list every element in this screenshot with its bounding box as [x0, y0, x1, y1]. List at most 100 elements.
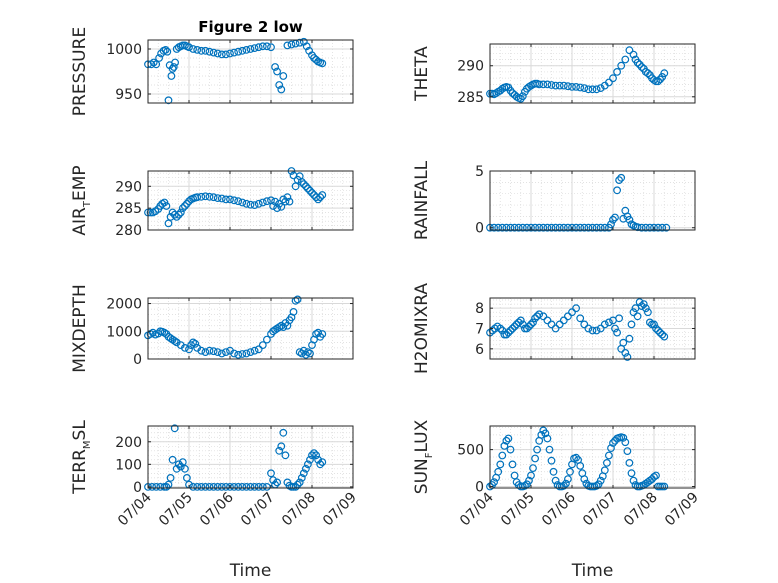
data-point	[271, 63, 280, 71]
y-tick-label: 0	[475, 221, 484, 237]
data-point	[545, 445, 554, 454]
data-point	[646, 318, 654, 327]
data-point	[627, 320, 636, 329]
data-point	[535, 223, 544, 232]
figure-title: Figure 2 low	[198, 18, 303, 36]
data-point	[299, 469, 308, 478]
x-tick-label: 07/06	[539, 489, 579, 529]
data-point	[615, 314, 623, 323]
data-point	[250, 346, 259, 355]
data-point	[506, 326, 515, 335]
subplot-h2omixra: 6 7 8 H2OMIXRA	[412, 283, 696, 374]
data-point	[226, 49, 234, 58]
data-point	[564, 82, 572, 91]
data-point	[506, 445, 515, 454]
data-point	[152, 60, 161, 69]
data-point	[263, 197, 271, 206]
data-point	[592, 223, 601, 232]
data-point	[617, 61, 626, 70]
data-point	[277, 202, 286, 211]
data-point	[226, 195, 234, 204]
data-point	[295, 478, 304, 487]
data-point	[176, 208, 185, 217]
data-point	[201, 348, 210, 357]
data-point	[541, 429, 550, 438]
data-point	[531, 454, 539, 463]
data-point	[283, 41, 292, 50]
data-point	[656, 328, 664, 337]
data-point	[164, 96, 173, 105]
data-point	[605, 318, 613, 327]
data-point	[209, 347, 218, 356]
data-point	[656, 75, 664, 84]
data-point	[269, 476, 278, 485]
data-point	[146, 208, 155, 217]
data-point	[600, 466, 609, 475]
data-point	[221, 50, 230, 59]
data-point	[197, 483, 206, 491]
data-point	[525, 476, 533, 485]
data-point	[160, 328, 169, 337]
x-tick-label: 07/07	[238, 490, 278, 530]
data-point	[217, 194, 226, 203]
axes-box	[489, 425, 696, 489]
y-axis-label: THETA	[412, 46, 432, 102]
data-point	[295, 38, 304, 47]
data-point	[572, 304, 580, 313]
y-tick-label: 8	[475, 301, 484, 317]
data-point	[166, 474, 175, 482]
axes-box	[147, 297, 354, 360]
data-point	[250, 44, 259, 52]
data-point	[521, 481, 529, 490]
data-point	[613, 186, 621, 195]
x-tick-label: 07/08	[279, 490, 319, 530]
data-point	[621, 55, 630, 64]
data-point	[529, 318, 537, 327]
y-tick-label: 5	[475, 164, 484, 180]
data-point	[209, 48, 218, 57]
data-point	[168, 64, 177, 73]
data-point	[547, 223, 556, 232]
data-point	[637, 302, 646, 311]
data-point	[660, 69, 669, 78]
data-point	[279, 72, 288, 80]
data-point	[592, 481, 601, 490]
y-axis-label: AIRTEMP	[70, 165, 93, 235]
data-point	[299, 346, 308, 355]
data-point	[155, 54, 164, 62]
x-tick-label: 07/05	[156, 490, 196, 530]
x-axis-label: Time	[229, 561, 272, 581]
data-point	[654, 77, 662, 86]
data-point	[213, 483, 222, 491]
data-point	[525, 322, 533, 331]
data-point	[496, 324, 505, 333]
y-axis-label: PRESSURE	[70, 27, 90, 116]
data-point	[525, 82, 533, 91]
data-point	[279, 323, 288, 332]
data-point	[555, 223, 564, 232]
data-point	[658, 330, 667, 339]
data-point	[596, 84, 605, 92]
data-point	[496, 460, 505, 469]
data-point	[152, 483, 161, 491]
data-point	[281, 451, 290, 460]
data-point	[559, 81, 568, 90]
data-point	[230, 483, 239, 491]
data-point	[623, 353, 632, 361]
data-point	[304, 348, 312, 357]
data-point	[201, 483, 210, 491]
data-point	[607, 444, 615, 453]
data-point	[289, 483, 298, 491]
subplot-theta: 285 290 THETA	[412, 43, 696, 106]
data-point	[596, 223, 605, 232]
data-point	[555, 320, 564, 329]
data-point	[535, 80, 544, 89]
data-point	[504, 434, 513, 443]
data-point	[217, 50, 226, 59]
data-point	[185, 345, 193, 354]
data-point	[217, 483, 226, 491]
data-point	[250, 201, 259, 210]
x-tick-label: 07/06	[197, 489, 237, 529]
data-point	[502, 330, 511, 339]
